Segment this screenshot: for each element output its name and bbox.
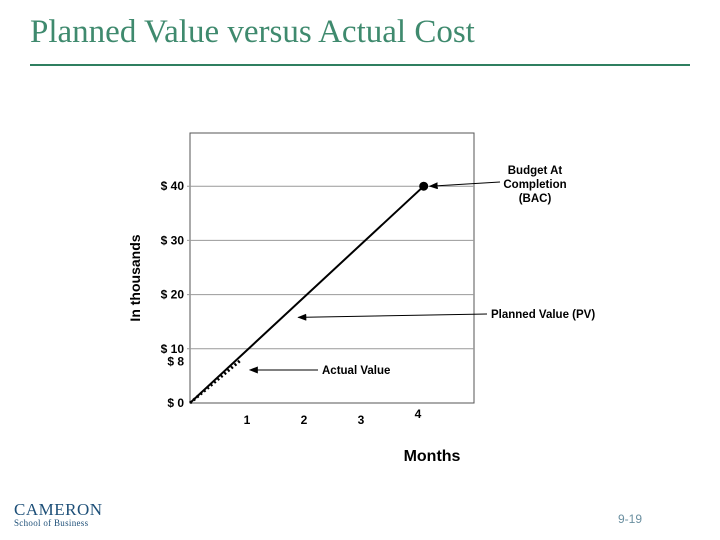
y-tick-label: $ 20 <box>161 288 185 302</box>
annotation-arrow <box>297 313 488 321</box>
y-tick-label: $ 10 <box>161 342 185 356</box>
y-tick-label: $ 0 <box>167 396 184 410</box>
y-tick-label: $ 30 <box>161 233 185 247</box>
logo-name: CAMERON <box>14 500 103 519</box>
title-divider <box>30 64 690 66</box>
x-tick-label: 3 <box>358 413 365 427</box>
x-tick-label: 2 <box>301 413 308 427</box>
y-axis-label: In thousands <box>127 234 143 321</box>
annotation-label: Budget At Completion (BAC) <box>503 165 566 205</box>
plot-frame <box>189 132 475 404</box>
cameron-logo: CAMERON School of Business <box>14 501 103 528</box>
slide-number: 9-19 <box>618 512 643 526</box>
x-tick-label: 1 <box>244 413 251 427</box>
slide-title: Planned Value versus Actual Cost <box>30 14 475 50</box>
annotation-label: Planned Value (PV) <box>491 309 595 321</box>
actual-value-line <box>189 358 243 405</box>
y-tick-label: $ 40 <box>161 179 185 193</box>
bac-marker <box>419 181 429 191</box>
planned-value-line <box>189 185 425 404</box>
x-tick-label: 4 <box>415 407 422 421</box>
y-tick-label: $ 8 <box>167 355 184 369</box>
logo-subtitle: School of Business <box>14 518 89 528</box>
x-axis-label: Months <box>404 448 461 465</box>
annotation-label: Actual Value <box>322 365 390 377</box>
annotation-arrow <box>428 181 501 190</box>
